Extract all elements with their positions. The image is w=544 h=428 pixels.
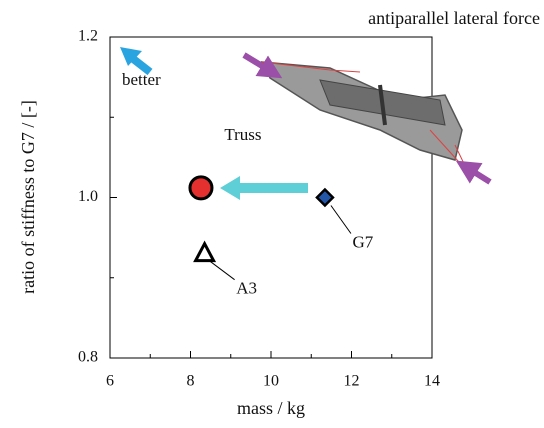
chart: better antiparallel lateral force mass /… bbox=[0, 0, 544, 428]
y-tick-label: 1.0 bbox=[78, 188, 98, 205]
improvement-arrow bbox=[220, 176, 308, 200]
leader-line bbox=[211, 262, 235, 280]
point bbox=[190, 177, 212, 199]
point bbox=[196, 244, 214, 261]
x-tick-label: 12 bbox=[344, 373, 360, 390]
better-arrow bbox=[120, 47, 150, 72]
frame-illustration bbox=[244, 55, 490, 182]
x-tick-label: 14 bbox=[424, 373, 440, 390]
point-label: A3 bbox=[236, 279, 257, 298]
x-tick-label: 8 bbox=[187, 373, 195, 390]
point-label: Truss bbox=[224, 125, 261, 144]
y-tick-label: 1.2 bbox=[78, 28, 98, 45]
chart-title: antiparallel lateral force bbox=[368, 8, 540, 28]
y-axis-label: ratio of stiffness to G7 / [-] bbox=[18, 100, 38, 294]
leader-line bbox=[331, 206, 351, 234]
x-axis-label: mass / kg bbox=[237, 398, 305, 418]
y-tick-label: 0.8 bbox=[78, 349, 98, 366]
annotation: better bbox=[122, 70, 161, 89]
x-tick-label: 6 bbox=[106, 373, 114, 390]
x-tick-label: 10 bbox=[263, 373, 279, 390]
point-label: G7 bbox=[353, 232, 374, 251]
point bbox=[317, 190, 333, 206]
